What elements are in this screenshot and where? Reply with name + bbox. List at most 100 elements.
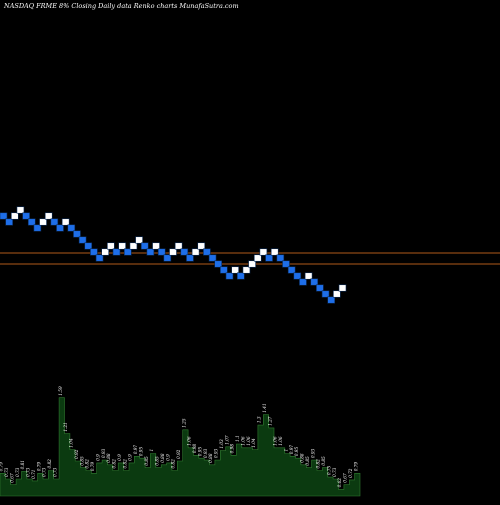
- renko-brick: [16, 206, 25, 214]
- volume-label: 0.88: [300, 453, 305, 463]
- renko-brick: [186, 254, 194, 262]
- volume-label: 1.04: [69, 438, 74, 448]
- volume-label: 0.88: [208, 453, 213, 463]
- volume-label: 1.27: [267, 416, 272, 426]
- renko-brick: [220, 266, 228, 274]
- volume-label: 1.06: [273, 436, 278, 446]
- volume-label: 1.06: [278, 436, 283, 446]
- renko-brick: [174, 242, 183, 250]
- renko-brick: [191, 248, 200, 256]
- volume-label: 0.98: [230, 444, 235, 454]
- volume-label: 0.67: [9, 473, 14, 483]
- volume-label: 0.79: [353, 462, 358, 472]
- renko-brick: [27, 218, 36, 226]
- renko-brick: [304, 272, 313, 280]
- volume-label: 0.88: [160, 453, 165, 463]
- volume-label: 0.82: [171, 459, 176, 469]
- volume-label: 0.67: [343, 473, 348, 483]
- volume-label: 0.93: [203, 448, 208, 458]
- volume-label: 0.98: [192, 444, 197, 454]
- renko-brick: [157, 248, 166, 256]
- volume-label: 0.79: [90, 462, 95, 472]
- volume-label: 0.62: [337, 478, 342, 488]
- renko-brick: [270, 248, 279, 256]
- volume-label: 1.41: [262, 403, 267, 412]
- volume-label: 0.92: [74, 449, 79, 459]
- volume-label: 1.59: [58, 386, 63, 396]
- volume-label: 0.85: [79, 456, 84, 466]
- renko-brick: [118, 242, 126, 250]
- renko-brick: [146, 248, 155, 256]
- volume-label: 0.9: [128, 454, 133, 461]
- renko-brick: [112, 248, 121, 256]
- renko-brick: [180, 248, 189, 256]
- renko-brick: [56, 224, 64, 232]
- renko-brick: [321, 290, 330, 298]
- renko-brick: [316, 284, 324, 292]
- renko-brick: [197, 242, 206, 250]
- volume-label: 0.82: [112, 459, 117, 469]
- volume-panel: 0.790.730.670.730.810.73 0.710.790.730.82…: [0, 386, 361, 497]
- volume-label: 1.04: [251, 438, 256, 448]
- renko-brick: [259, 248, 268, 256]
- renko-brick: [338, 284, 347, 292]
- volume-label: 0.73: [52, 467, 57, 477]
- volume-label: 0.71: [31, 470, 36, 479]
- volume-label: 0.95: [198, 447, 203, 457]
- volume-label: 0.93: [214, 448, 219, 458]
- volume-label: 0.85: [305, 456, 310, 466]
- volume-label: 1.25: [181, 418, 186, 428]
- volume-label: 1.06: [241, 436, 246, 446]
- volume-label: 1.3: [257, 416, 262, 423]
- volume-label: 0.81: [20, 460, 25, 469]
- renko-brick: [90, 248, 98, 256]
- volume-area: [0, 397, 361, 497]
- volume-label: 0.85: [144, 456, 149, 466]
- volume-label: 0.88: [106, 453, 111, 463]
- renko-brick: [237, 272, 245, 280]
- volume-label: 1: [284, 449, 289, 452]
- renko-brick: [140, 242, 149, 250]
- volume-label: 0.95: [294, 447, 299, 457]
- volume-label: 0.93: [310, 448, 315, 458]
- volume-label: 0.97: [133, 445, 138, 455]
- renko-bricks: [0, 206, 347, 304]
- volume-label: 0.73: [332, 467, 337, 477]
- renko-brick: [276, 254, 285, 262]
- renko-brick: [5, 218, 13, 226]
- renko-brick: [39, 218, 47, 226]
- renko-brick: [225, 272, 234, 280]
- renko-brick: [84, 242, 93, 250]
- volume-label: 0.72: [348, 468, 353, 478]
- renko-brick: [231, 266, 239, 274]
- renko-brick: [248, 260, 256, 268]
- volume-label: 0.75: [326, 465, 331, 475]
- volume-label: 0.82: [47, 459, 52, 469]
- volume-label: 0.85: [155, 456, 160, 466]
- renko-brick: [101, 248, 109, 256]
- renko-brick: [282, 260, 290, 268]
- renko-brick: [310, 278, 319, 286]
- renko-brick: [50, 218, 59, 226]
- volume-label: 0.73: [15, 467, 20, 477]
- renko-brick: [203, 248, 211, 256]
- volume-label: 0.85: [321, 456, 326, 466]
- volume-label: 0.9: [95, 454, 100, 461]
- volume-label: 0.97: [289, 445, 294, 455]
- renko-brick: [242, 266, 251, 274]
- volume-label: 0.73: [26, 467, 31, 477]
- renko-brick: [293, 272, 302, 280]
- renko-brick: [287, 266, 296, 274]
- renko-brick: [135, 236, 143, 244]
- renko-brick: [124, 248, 132, 256]
- renko-brick: [129, 242, 138, 250]
- renko-brick: [22, 212, 30, 220]
- renko-brick: [265, 254, 273, 262]
- renko-brick: [327, 296, 336, 304]
- volume-label: 0.95: [138, 447, 143, 457]
- volume-label: 1.03: [219, 439, 224, 449]
- renko-brick: [163, 254, 172, 262]
- volume-label: 1: [149, 449, 154, 452]
- volume-label: 0.73: [4, 467, 9, 477]
